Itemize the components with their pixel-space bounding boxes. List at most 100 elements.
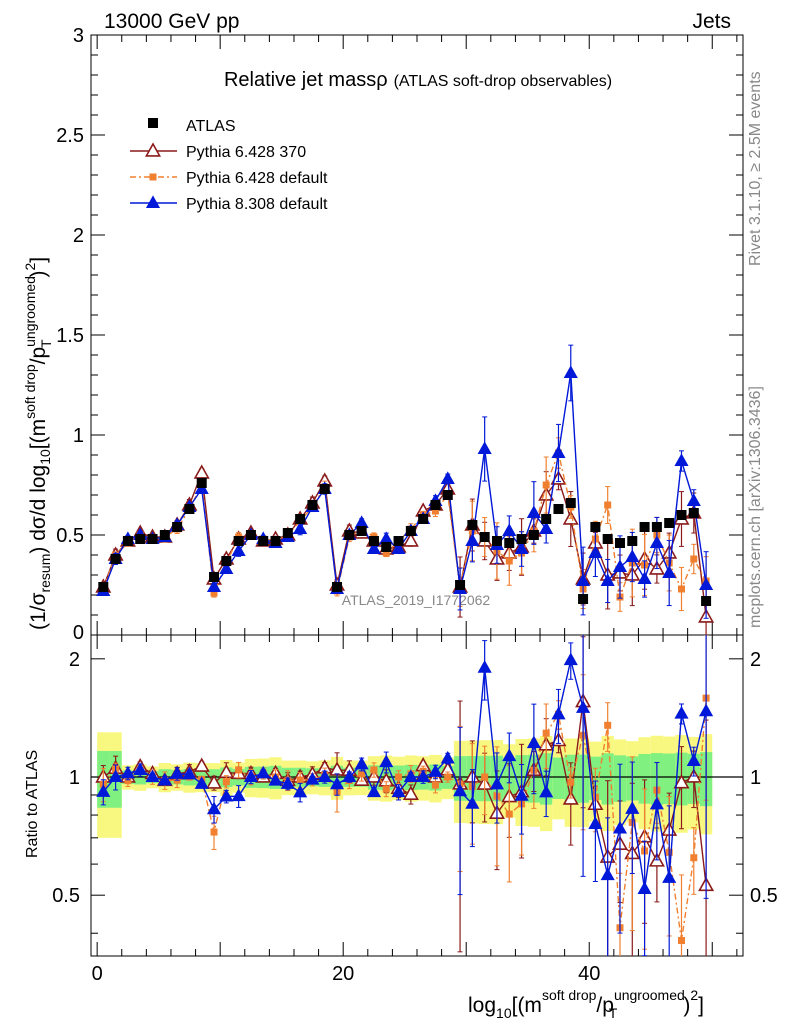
chart-title: Relative jet massρ (ATLAS soft-drop obser… [224, 69, 612, 91]
ratio-point-pythia6-370 [193, 757, 210, 772]
point-atlas [528, 530, 539, 540]
ratio-point-pythia8-default [366, 784, 382, 798]
axis-ticks [91, 34, 743, 956]
ratio-point-pythia8-default [329, 776, 345, 790]
ratio-tick-labels: 0.5 1 2 0.5 1 2 [52, 649, 778, 907]
ratio-point-pythia8-default [452, 783, 468, 797]
point-pythia8-default [391, 541, 406, 555]
ratio-point-pythia8-default [440, 750, 455, 764]
point-atlas [565, 498, 576, 508]
legend-marker-pythia6-370 [144, 142, 162, 157]
point-atlas [664, 518, 675, 528]
y-tick-label-2: 2 [73, 225, 84, 247]
ratio-point-pythia8-default [489, 776, 505, 790]
ratio-point-pythia8-default [182, 766, 197, 780]
point-atlas [578, 594, 589, 604]
point-pythia8-default [366, 541, 382, 555]
legend-marker-pythia6-default [149, 173, 157, 181]
ratio-point-pythia8-default [305, 772, 320, 785]
y-tick-label-0-5: 0.5 [56, 525, 84, 547]
point-atlas [651, 522, 662, 532]
ratio-point-pythia8-default [502, 748, 517, 762]
point-pythia8-default [600, 573, 615, 587]
point-atlas [356, 526, 367, 536]
ratio-point-pythia8-default [170, 766, 185, 779]
ratio-point-pythia8-default [268, 773, 283, 786]
ratio-point-pythia6-370 [206, 774, 223, 789]
point-atlas [295, 514, 306, 524]
ratio-band-stat [552, 757, 565, 799]
point-pythia8-default [514, 541, 529, 555]
point-pythia8-default [662, 565, 677, 579]
mcplots-credit-label: mcplots.cern.ch [arXiv:1306.3436] [747, 386, 764, 628]
ratio-point-pythia8-default [120, 765, 135, 779]
ratio-tick-label-left-1: 1 [69, 767, 80, 789]
chart-title-main: Relative jet massρ [224, 69, 388, 91]
ratio-point-pythia8-default [563, 652, 578, 666]
ratio-point-pythia6-default [567, 778, 575, 786]
ratio-point-pythia6-default [604, 721, 612, 729]
point-pythia8-default [563, 365, 578, 379]
ratio-point-pythia8-default [108, 769, 123, 783]
point-pythia6-default [677, 585, 685, 593]
point-pythia8-default [379, 531, 394, 545]
point-atlas [135, 534, 146, 544]
ratio-point-pythia8-default [649, 796, 664, 810]
point-atlas [639, 522, 650, 532]
ratio-point-pythia6-default [395, 773, 403, 781]
point-atlas [418, 514, 429, 524]
ratio-point-pythia8-default [231, 788, 246, 802]
x-tick-labels: 0 20 40 [92, 963, 601, 985]
ratio-point-pythia6-default [431, 781, 439, 789]
ratio-point-pythia8-default [194, 776, 209, 789]
legend-entry-atlas: ATLAS [186, 118, 236, 135]
ratio-point-pythia8-default [342, 769, 357, 783]
y-tick-label-2-5: 2.5 [56, 125, 84, 147]
ratio-point-pythia8-default [256, 765, 271, 779]
point-pythia8-default [231, 543, 246, 557]
point-atlas [541, 514, 552, 524]
ratio-band-stat [663, 753, 676, 805]
analysis-watermark: ATLAS_2019_I1772062 [342, 592, 491, 608]
ratio-point-pythia8-default [428, 764, 443, 777]
point-atlas [442, 490, 453, 500]
x-axis-label: log10[(msoft drop/pungroomed T)2] [468, 987, 704, 1021]
ratio-point-pythia8-default [686, 753, 701, 767]
ratio-point-pythia8-default [514, 788, 529, 801]
ratio-point-pythia8-default [280, 776, 295, 789]
legend-marker-atlas [148, 118, 158, 128]
point-atlas [258, 536, 269, 546]
point-atlas [319, 484, 330, 494]
y-tick-labels: 0 0.5 1 1.5 2 2.5 3 [56, 25, 84, 644]
ratio-point-pythia6-default [222, 778, 230, 786]
point-pythia6-370 [193, 464, 210, 479]
ratio-point-pythia8-default [576, 700, 591, 713]
point-atlas [602, 534, 613, 544]
ratio-point-pythia6-default [505, 810, 513, 818]
ratio-plot-data [95, 635, 715, 956]
point-atlas [393, 536, 404, 546]
point-pythia8-default [686, 493, 701, 507]
point-pythia8-default [354, 515, 369, 529]
ratio-point-pythia6-default [124, 777, 132, 785]
ratio-point-pythia6-default [444, 773, 452, 781]
point-atlas [307, 500, 318, 510]
ratio-point-pythia8-default [243, 769, 258, 783]
ratio-tick-label-right-0-5: 0.5 [750, 885, 778, 907]
point-atlas [344, 530, 355, 540]
legend-marker-pythia8-default [145, 195, 161, 208]
ratio-point-pythia8-default [551, 706, 566, 720]
ratio-point-pythia8-default [317, 769, 332, 783]
point-pythia8-default [465, 533, 480, 547]
legend-entry-pythia6-370: Pythia 6.428 370 [186, 144, 306, 161]
ratio-point-pythia8-default [674, 706, 689, 719]
ratio-point-pythia6-default [542, 729, 550, 737]
series-line-pythia8-default [102, 372, 707, 592]
ratio-point-pythia8-default [539, 784, 554, 798]
ratio-point-pythia6-default [370, 766, 378, 774]
ratio-point-pythia6-default [235, 766, 243, 774]
ratio-point-pythia8-default [293, 784, 308, 798]
point-atlas [332, 582, 343, 592]
